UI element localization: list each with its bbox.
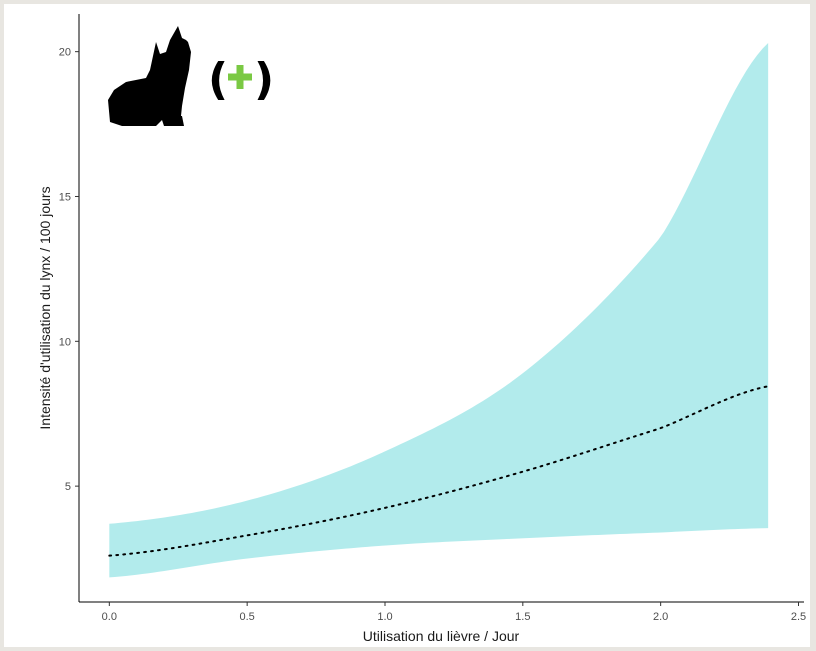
chart-panel: 0.0 0.5 1.0 1.5 2.0 2.5 5 10 15 20 Utilisation d…: [4, 4, 810, 647]
confidence-ribbon: [109, 42, 769, 578]
annotation-open-paren: (: [208, 54, 228, 105]
estimate-line: [108, 385, 770, 557]
x-tick-label: 2.0: [653, 611, 668, 623]
plus-sign-icon: [228, 65, 252, 89]
y-tick-label: 10: [59, 336, 71, 348]
x-tick-label: 2.5: [791, 611, 806, 623]
y-axis-title: Intensité d'utilisation du lynx / 100 jo…: [37, 186, 53, 429]
x-tick-label: 0.5: [240, 611, 255, 623]
y-tick-label: 15: [59, 191, 71, 203]
x-axis-title: Utilisation du lièvre / Jour: [363, 628, 520, 644]
y-tick-label: 20: [59, 47, 71, 59]
x-tick-label: 1.5: [515, 611, 530, 623]
lynx-silhouette-icon: [108, 26, 191, 126]
x-tick-label: 0.0: [102, 611, 117, 623]
x-tick-label: 1.0: [377, 611, 392, 623]
y-tick-label: 5: [65, 481, 71, 493]
annotation-close-paren: ): [254, 54, 274, 105]
chart: 0.0 0.5 1.0 1.5 2.0 2.5 5 10 15 20 Utilisation d…: [37, 14, 806, 644]
